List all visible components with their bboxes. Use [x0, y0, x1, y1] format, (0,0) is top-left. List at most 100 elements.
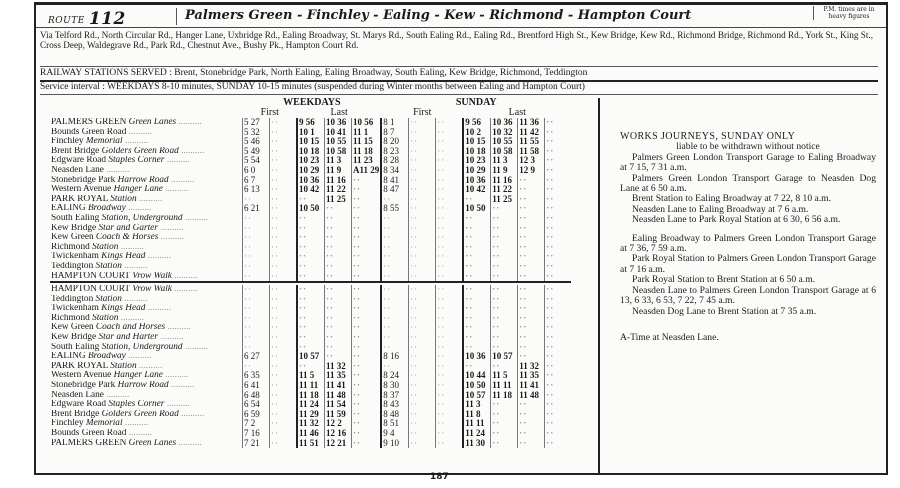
departure-time: ··	[296, 242, 325, 253]
departure-time: 10 56	[351, 117, 382, 128]
departure-time: ··	[517, 409, 545, 420]
departure-time: 11 24	[462, 428, 491, 439]
sunday-first-heading: First	[413, 107, 432, 118]
departure-time: ··	[380, 194, 409, 205]
departure-time: ··	[351, 233, 382, 243]
departure-time: ··	[380, 252, 409, 262]
stop-place: Station, Underground	[101, 213, 183, 223]
departure-time: 11 32	[517, 361, 545, 372]
departure-time: ··	[351, 342, 382, 353]
departure-time: ··	[435, 409, 464, 420]
departure-time: 10 15	[462, 137, 491, 147]
stop-name: Twickenham Kings Head ..........	[51, 304, 171, 314]
departure-time: ··	[544, 390, 572, 401]
stop-name: Kew Bridge Star and Harter ..........	[51, 333, 184, 343]
departure-time: ··	[462, 313, 491, 324]
departure-time: 11 48	[517, 390, 545, 401]
departure-time: ··	[269, 371, 297, 382]
departure-time: 9 56	[296, 117, 325, 128]
stop-main: PALMERS GREEN	[51, 438, 127, 448]
departure-time: ··	[408, 204, 436, 214]
departure-time: ··	[490, 233, 518, 243]
stop-name: Kew Green Coach & Horses ..........	[51, 233, 184, 243]
departure-time: 10 58	[490, 146, 518, 157]
departure-time: ··	[517, 204, 545, 214]
departure-time: ··	[380, 261, 409, 272]
departure-time: ··	[462, 304, 491, 314]
departure-time: ··	[269, 304, 297, 314]
stop-name: Bounds Green Road ..........	[51, 127, 152, 137]
departure-time: ··	[408, 390, 436, 401]
departure-time: ··	[517, 271, 545, 283]
departure-time: ··	[242, 242, 270, 253]
departure-time: ··	[490, 400, 518, 410]
departure-time: ··	[490, 438, 518, 449]
departure-time: 11 48	[324, 390, 352, 401]
departure-time: ··	[269, 165, 297, 176]
departure-time: ··	[296, 252, 325, 262]
departure-time: ··	[517, 294, 545, 305]
departure-time: 6 41	[242, 380, 270, 391]
railway-stations: RAILWAY STATIONS SERVED : Brent, Stonebr…	[40, 66, 878, 82]
departure-time: ··	[296, 304, 325, 314]
departure-time: ··	[435, 261, 464, 272]
departure-time: ··	[435, 271, 464, 283]
departure-time: ··	[544, 137, 572, 147]
stop-name: PALMERS GREEN Green Lanes ..........	[51, 438, 202, 448]
departure-time: ··	[408, 223, 436, 234]
departure-time: ··	[351, 175, 382, 186]
departure-time: 11 11	[462, 419, 491, 429]
timetable-row: Neasden Lane .......... 6 48 ·· 11 18 11 48 ·…	[50, 390, 572, 401]
departure-time: 12 3	[517, 156, 545, 166]
weekdays-last-heading: Last	[330, 107, 348, 118]
timetable-row: Bounds Green Road .......... 5 32 ·· 10 1 10…	[50, 127, 572, 138]
departure-time: ··	[351, 204, 382, 214]
departure-time: ··	[408, 165, 436, 176]
departure-time: ··	[544, 242, 572, 253]
departure-time: 11 1	[351, 127, 382, 138]
sunday-last-heading: Last	[508, 107, 526, 118]
departure-time: ··	[269, 438, 297, 449]
divider	[598, 98, 600, 473]
stop-place: Harrow Road	[117, 175, 169, 185]
stop-name: HAMPTON COURT Vrow Walk ..........	[51, 285, 198, 295]
departure-time: ··	[435, 185, 464, 195]
departure-time: 10 36	[462, 175, 491, 186]
departure-time: ··	[351, 213, 382, 224]
departure-time: 10 44	[462, 371, 491, 382]
departure-time: 11 22	[490, 185, 518, 195]
departure-time: 11 30	[462, 438, 491, 449]
departure-time: ··	[269, 146, 297, 157]
timetable-row: Edgware Road Staples Corner .......... 5 …	[50, 156, 572, 166]
departure-time: ··	[269, 175, 297, 186]
departure-time: 11 5	[296, 371, 325, 382]
departure-time: ··	[269, 223, 297, 234]
departure-time: ··	[269, 117, 297, 128]
stop-main: Twickenham	[51, 304, 99, 314]
departure-time: 11 11	[296, 380, 325, 391]
departure-time: 11 16	[490, 175, 518, 186]
stop-main: Bounds Green Road	[51, 429, 127, 438]
departure-time: ··	[435, 428, 464, 439]
route-label: ROUTE 112	[48, 8, 126, 29]
departure-time: 9 56	[462, 117, 491, 128]
stop-name: Twickenham Kings Head ..........	[51, 252, 171, 262]
departure-time: 11 3	[462, 400, 491, 410]
stop-main: HAMPTON COURT	[51, 271, 130, 281]
departure-time: ··	[351, 261, 382, 272]
departure-time: 11 9	[490, 165, 518, 176]
timetable-row: South Ealing Station, Underground ......…	[50, 213, 572, 224]
timetable-row: South Ealing Station, Underground ......…	[50, 342, 572, 353]
stop-place: Hanger Lane	[113, 371, 163, 381]
departure-time: 8 37	[380, 390, 409, 401]
stop-name: Western Avenue Hanger Lane ..........	[51, 185, 189, 195]
departure-time: ··	[324, 204, 352, 214]
departure-time: ··	[408, 252, 436, 262]
departure-time: ··	[462, 294, 491, 305]
via-streets: Via Telford Rd., North Circular Rd., Han…	[40, 30, 874, 50]
stop-place: Vrow Walk	[132, 271, 172, 281]
stop-place: Broadway	[87, 352, 126, 362]
stop-place: Kings Head	[101, 252, 146, 262]
timetable-row: HAMPTON COURT Vrow Walk .......... ·· ·· ··…	[50, 271, 572, 283]
departure-time: ··	[435, 352, 464, 362]
